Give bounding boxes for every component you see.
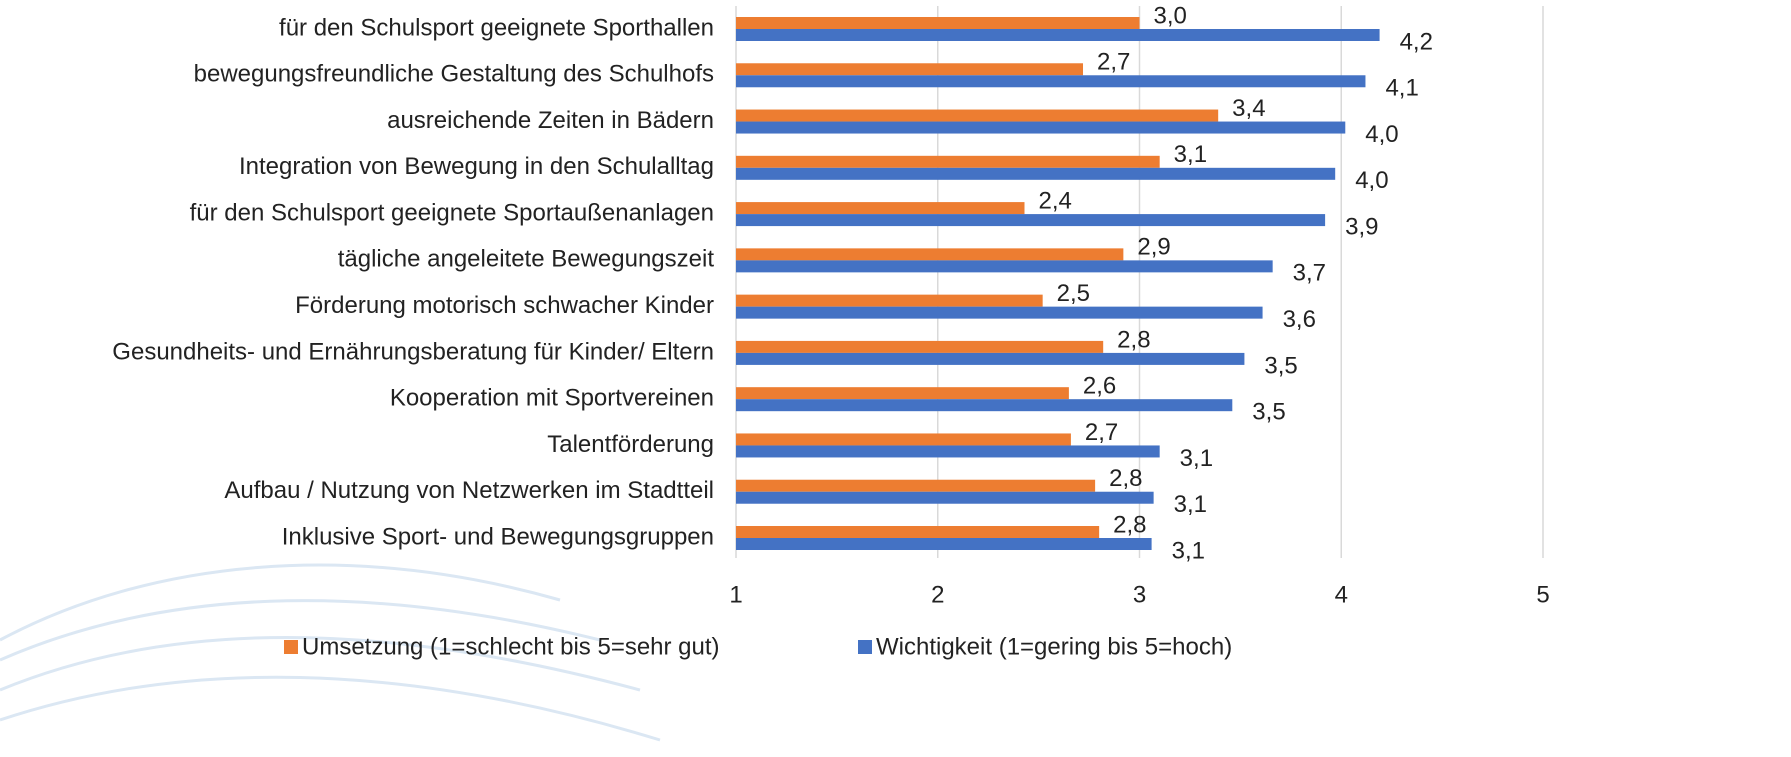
data-label: 2,8 [1113,511,1146,538]
data-label: 4,0 [1355,167,1388,194]
bar [736,387,1069,400]
bar [736,491,1154,504]
x-tick-label: 3 [1133,581,1146,608]
data-label: 3,0 [1154,2,1187,29]
x-tick-label: 2 [931,581,944,608]
data-label: 3,1 [1174,141,1207,168]
data-label: 3,7 [1293,260,1326,287]
x-tick-label: 5 [1536,581,1549,608]
bar [736,202,1025,215]
bar [736,260,1273,273]
bar [736,75,1366,88]
y-tick-label: Integration von Bewegung in den Schulall… [239,153,714,180]
bar [736,479,1096,492]
bar [736,294,1043,307]
data-label: 4,0 [1365,121,1398,148]
data-label: 2,9 [1137,234,1170,261]
bar [736,63,1084,76]
bar [736,155,1160,168]
bar [736,306,1263,319]
y-tick-label: bewegungsfreundliche Gestaltung des Schu… [194,61,714,88]
y-tick-label: Gesundheits- und Ernährungsberatung für … [112,338,714,365]
bar [736,109,1219,122]
data-label: 2,5 [1057,280,1090,307]
data-label: 2,6 [1083,373,1116,400]
data-label: 3,5 [1252,399,1285,426]
decoration [0,563,661,742]
y-tick-label: Inklusive Sport- und Bewegungsgruppen [282,523,714,550]
legend-label: Wichtigkeit (1=gering bis 5=hoch) [876,633,1232,660]
bar [736,29,1380,41]
bar [736,538,1152,550]
data-label: 3,4 [1232,95,1265,122]
data-label: 2,8 [1117,326,1150,353]
legend-swatch [858,640,872,654]
legend-label: Umsetzung (1=schlecht bis 5=sehr gut) [302,633,720,660]
y-tick-label: Kooperation mit Sportvereinen [390,385,714,412]
y-tick-label: tägliche angeleitete Bewegungszeit [338,246,715,273]
legend-swatch [284,640,298,654]
data-label: 3,5 [1264,352,1297,379]
data-label: 3,6 [1283,306,1316,333]
bar [736,445,1160,458]
bar [736,352,1245,365]
data-label: 2,7 [1085,419,1118,446]
y-tick-label: ausreichende Zeiten in Bädern [387,107,714,134]
bar [736,167,1336,180]
data-label: 3,1 [1174,491,1207,518]
bar [736,340,1104,353]
bar [736,526,1100,538]
data-label: 4,2 [1400,28,1433,55]
y-tick-label: für den Schulsport geeignete Sporthallen [279,14,714,41]
bar [736,248,1124,261]
data-label: 4,1 [1385,75,1418,102]
data-label: 2,4 [1039,187,1072,214]
data-label: 3,1 [1180,445,1213,472]
y-tick-label: Talentförderung [547,431,714,458]
bar [736,121,1346,134]
bar [736,214,1326,227]
x-tick-label: 4 [1335,581,1348,608]
bar [736,17,1140,29]
data-label: 3,9 [1345,213,1378,240]
y-tick-label: für den Schulsport geeignete Sportaußena… [190,199,714,226]
data-label: 2,7 [1097,49,1130,76]
x-tick-label: 1 [729,581,742,608]
bar [736,433,1071,446]
data-label: 3,1 [1172,537,1205,564]
y-tick-label: Aufbau / Nutzung von Netzwerken im Stadt… [224,477,714,504]
bar [736,399,1233,412]
y-tick-label: Förderung motorisch schwacher Kinder [295,292,714,319]
data-label: 2,8 [1109,465,1142,492]
